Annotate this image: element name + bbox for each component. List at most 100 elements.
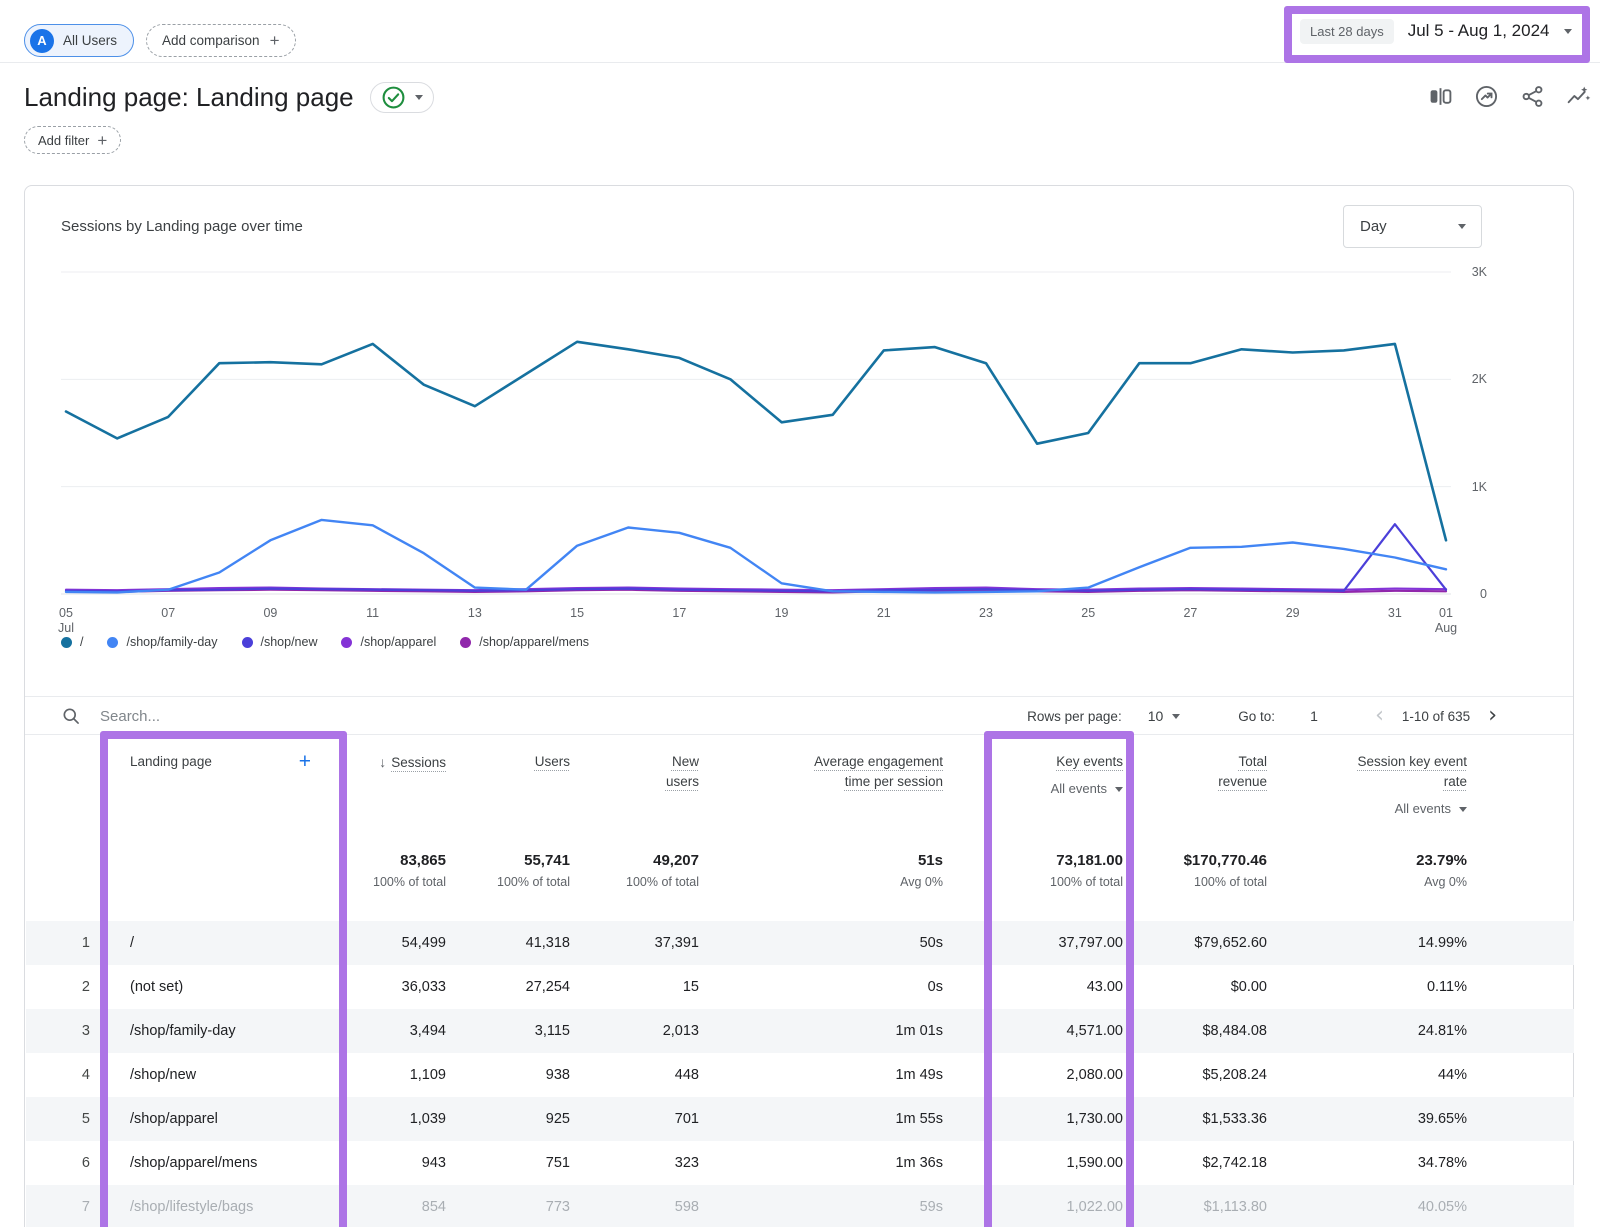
- add-comparison-button[interactable]: Add comparison +: [146, 24, 296, 57]
- topbar-divider: [0, 62, 1600, 63]
- value-cell: 54,499: [401, 935, 446, 951]
- next-page-icon[interactable]: ›: [1488, 703, 1497, 728]
- granularity-select[interactable]: Day: [1343, 205, 1482, 248]
- legend-label: /shop/apparel/mens: [479, 635, 590, 649]
- column-header-new_users[interactable]: New users: [576, 752, 705, 836]
- table-body: 1/54,499 41,318 37,391 50s 37,797.00 $79,652.…: [26, 921, 1574, 1227]
- add-comparison-label: Add comparison: [162, 33, 260, 48]
- insights-icon[interactable]: [1474, 84, 1499, 109]
- go-to-label: Go to:: [1238, 708, 1276, 724]
- column-header-total_revenue[interactable]: Total revenue: [1129, 752, 1273, 836]
- value-cell: 1,109: [409, 1067, 446, 1083]
- totals-cell: 73,181.00 100% of total: [949, 836, 1129, 921]
- value-cell: 448: [674, 1067, 699, 1083]
- value-cell: 1,730.00: [1066, 1111, 1123, 1127]
- column-header-avg_engagement[interactable]: Average engagement time per session: [705, 752, 949, 836]
- column-header-landing-page[interactable]: Landing page +: [102, 750, 349, 836]
- search-input[interactable]: [100, 707, 420, 725]
- header-label: ↓ Sessions: [379, 754, 446, 770]
- segment-a-badge: A: [30, 28, 54, 53]
- chart-title: Sessions by Landing page over time: [61, 218, 303, 235]
- column-header-users[interactable]: Users: [452, 752, 576, 836]
- totals-cell: 49,207 100% of total: [576, 836, 705, 921]
- value-cell: 27,254: [525, 979, 570, 995]
- column-header-key_events[interactable]: Key events All events: [949, 752, 1129, 836]
- x-tick-label: 29: [1285, 606, 1300, 620]
- totals-sub: 100% of total: [373, 875, 446, 889]
- y-tick-label: 0: [1480, 587, 1487, 601]
- totals-value: 51s: [917, 852, 943, 869]
- value-cell: 1m 55s: [895, 1111, 943, 1127]
- value-cell: 3,115: [534, 1023, 570, 1039]
- value-cell: 943: [421, 1155, 446, 1171]
- value-cell: $0.00: [1230, 979, 1267, 995]
- landing-page-cell: /shop/lifestyle/bags: [130, 1199, 254, 1215]
- y-tick-label: 3K: [1471, 265, 1487, 279]
- totals-sub: Avg 0%: [1424, 875, 1467, 889]
- x-tick-label: 11: [366, 606, 380, 620]
- value-cell: 854: [421, 1199, 446, 1215]
- header-label: Users: [534, 754, 570, 769]
- rows-per-page-label: Rows per page:: [1027, 708, 1122, 724]
- header-label: Average engagement time per session: [814, 754, 943, 789]
- data-quality-button[interactable]: [369, 82, 434, 113]
- sparkline-insights-icon[interactable]: [1566, 84, 1591, 109]
- column-header-session_key_event_rate[interactable]: Session key event rate All events: [1273, 752, 1473, 836]
- all-users-segment-chip[interactable]: A All Users: [24, 24, 135, 57]
- line-series-/: [64, 340, 1448, 542]
- value-cell: 36,033: [401, 979, 446, 995]
- value-cell: 37,797.00: [1058, 935, 1123, 951]
- table-row: 2 (not set) 36,033 27,254 15 0s 43.00 $0.00 0.11…: [26, 965, 1574, 1009]
- event-selector-session_key_event_rate[interactable]: All events: [1273, 799, 1467, 819]
- table-row: 3/shop/family-day 3,494 3,115 2,013 1m 01s 4,…: [26, 1009, 1574, 1053]
- header-label: New users: [665, 754, 699, 789]
- value-cell: 1m 49s: [895, 1067, 943, 1083]
- previous-page-icon[interactable]: ‹: [1375, 703, 1384, 728]
- go-to-input[interactable]: [1297, 708, 1332, 724]
- add-dimension-icon[interactable]: +: [298, 750, 311, 773]
- search-icon: [63, 708, 79, 724]
- report-title-row: Landing page: Landing page: [24, 82, 434, 113]
- value-cell: 50s: [919, 935, 943, 951]
- row-number: 4: [81, 1067, 90, 1083]
- table-row: 5/shop/apparel 1,039 925 701 1m 55s 1,730.00 $…: [26, 1097, 1574, 1141]
- value-cell: 2,080.00: [1066, 1067, 1123, 1083]
- chevron-down-icon: [1458, 224, 1466, 229]
- value-cell: $2,742.18: [1202, 1155, 1267, 1171]
- totals-sub: 100% of total: [497, 875, 570, 889]
- chevron-down-icon[interactable]: [1172, 713, 1181, 719]
- rows-per-page-value[interactable]: 10: [1147, 708, 1164, 724]
- event-selector-key_events[interactable]: All events: [949, 779, 1123, 799]
- chart-svg[interactable]: [61, 264, 1451, 598]
- landing-page-cell: /shop/apparel/mens: [130, 1155, 258, 1171]
- add-filter-button[interactable]: Add filter +: [24, 126, 122, 154]
- plus-icon: +: [269, 31, 280, 50]
- legend-item: /shop/apparel/mens: [460, 635, 589, 649]
- x-tick-label: 27: [1183, 606, 1198, 620]
- chevron-down-icon: [1115, 786, 1123, 792]
- totals-cell: 83,865 100% of total: [349, 836, 452, 921]
- x-tick-label: 09: [263, 606, 278, 620]
- legend-item: /shop/apparel: [341, 635, 436, 649]
- comparison-icon[interactable]: [1428, 84, 1453, 109]
- sessions-line-chart: 0 1K 2K 3K 05 Jul 07 09 11 13 15 17 19 21 23 25 27 29 31 0…: [58, 264, 1531, 636]
- chevron-down-icon: [414, 95, 423, 100]
- date-range-selector[interactable]: Last 28 days Jul 5 - Aug 1, 2024: [1300, 0, 1572, 62]
- totals-cell: 51s Avg 0%: [705, 836, 949, 921]
- table-row: 4/shop/new 1,109 938 448 1m 49s 2,080.00 $5,20…: [26, 1053, 1574, 1097]
- x-tick-label: 19: [774, 606, 789, 620]
- share-icon[interactable]: [1520, 84, 1545, 109]
- value-cell: 15: [682, 979, 699, 995]
- landing-page-cell: /: [130, 935, 135, 951]
- value-cell: 4,571.00: [1066, 1023, 1123, 1039]
- header-cell-num: [26, 752, 102, 836]
- row-number: 2: [81, 979, 90, 995]
- legend-dot: [107, 636, 119, 648]
- value-cell: $8,484.08: [1202, 1023, 1267, 1039]
- legend-item: /: [61, 635, 83, 649]
- row-number: 6: [81, 1155, 90, 1171]
- column-header-sessions[interactable]: ↓ Sessions: [349, 752, 452, 836]
- x-tick-label: 13: [467, 606, 482, 620]
- add-filter-label: Add filter: [38, 132, 90, 148]
